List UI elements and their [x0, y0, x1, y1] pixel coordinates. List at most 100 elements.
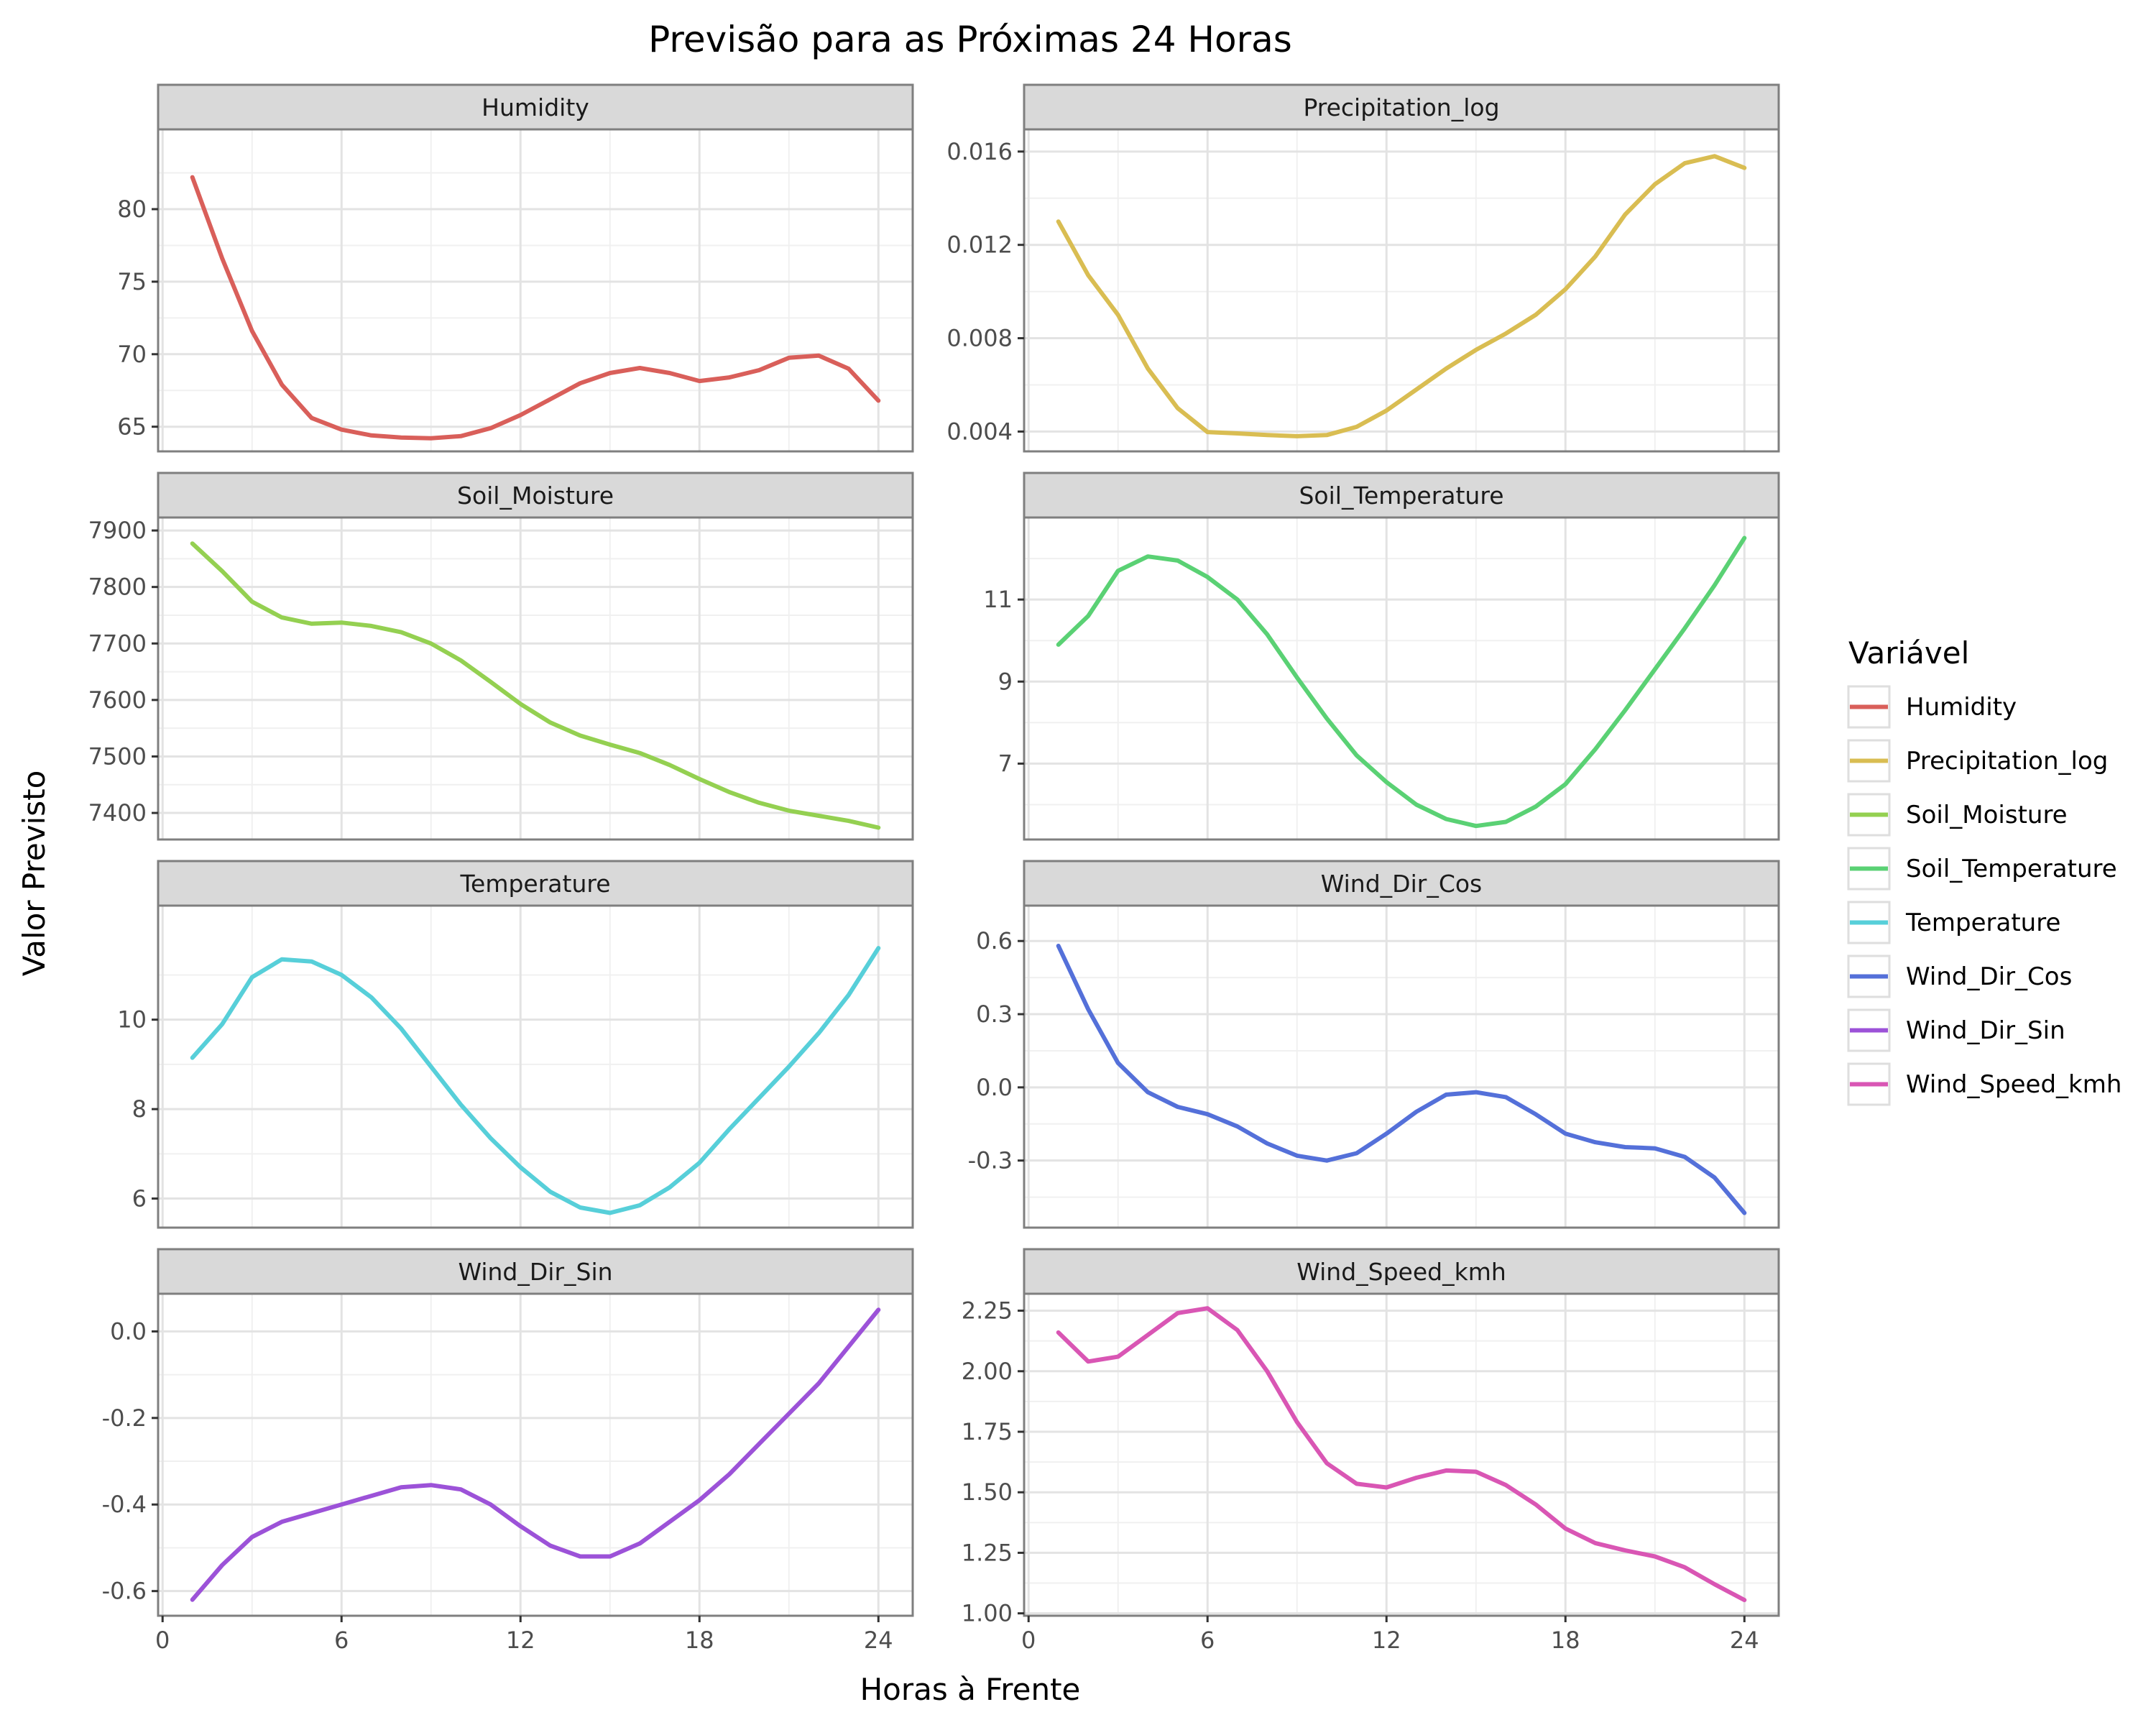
y-tick-label: 80: [117, 196, 147, 223]
x-tick-label: 0: [155, 1627, 170, 1654]
plot-area-soil-temperature: [1024, 518, 1779, 840]
panel-temperature: Temperature 6 8 10: [117, 860, 914, 1229]
y-tick-label: 0.004: [946, 418, 1013, 445]
legend-item-wind-dir-cos: Wind_Dir_Cos: [1847, 954, 2072, 998]
legend-item-humidity: Humidity: [1847, 685, 2017, 729]
legend-label-wind-dir-sin: Wind_Dir_Sin: [1906, 1016, 2065, 1045]
y-tick-label: 7400: [88, 799, 147, 827]
chart-title: Previsão para as Próximas 24 Horas: [648, 19, 1292, 60]
plot-area-humidity: [158, 129, 913, 451]
plot-area-wind-speed-kmh: [1024, 1294, 1779, 1616]
legend-label-wind-speed-kmh: Wind_Speed_kmh: [1906, 1070, 2122, 1099]
panel-border-wind-dir-cos: [1023, 904, 1780, 1229]
y-tick-label: -0.3: [968, 1147, 1013, 1174]
y-tick-label: 2.25: [962, 1297, 1013, 1325]
y-tick-label: -0.2: [102, 1404, 147, 1432]
series-line-soil-temperature: [1056, 535, 1747, 829]
panel-border-wind-dir-sin: [157, 1292, 914, 1617]
legend-item-temperature: Temperature: [1847, 901, 2060, 944]
legend-label-wind-dir-cos: Wind_Dir_Cos: [1906, 962, 2072, 991]
y-tick-label: 8: [132, 1095, 147, 1123]
legend-title: Variável: [1848, 635, 1969, 671]
y-tick-label: 2.00: [962, 1358, 1013, 1385]
series-line-wind-dir-cos: [1056, 944, 1747, 1215]
strip-label-wind-dir-sin: Wind_Dir_Sin: [458, 1258, 612, 1286]
legend-label-temperature: Temperature: [1905, 908, 2060, 937]
y-tick-label: 9: [998, 668, 1013, 695]
x-tick-label: 18: [685, 1627, 714, 1654]
strip-label-wind-dir-cos: Wind_Dir_Cos: [1321, 870, 1483, 898]
y-tick-label: 0.016: [946, 138, 1013, 165]
y-tick-label: 70: [117, 341, 147, 368]
strip-soil-moisture: [157, 472, 914, 519]
y-tick-label: 1.25: [962, 1539, 1013, 1566]
strip-wind-dir-cos: [1023, 860, 1780, 907]
y-tick-label: 6: [132, 1185, 147, 1213]
strip-soil-temperature: [1023, 472, 1780, 519]
series-line-soil-moisture: [190, 541, 881, 830]
x-axis-title: Horas à Frente: [860, 1672, 1081, 1707]
strip-label-soil-moisture: Soil_Moisture: [457, 482, 614, 510]
legend-label-humidity: Humidity: [1906, 693, 2017, 722]
panel-wind-speed-kmh: Wind_Speed_kmh 1.00 1.25 1.50 1.75 2.00 2.25 0 6…: [962, 1248, 1780, 1654]
y-tick-label: 0.3: [976, 1000, 1013, 1028]
y-tick-label: 75: [117, 268, 147, 295]
strip-wind-speed-kmh: [1023, 1248, 1780, 1295]
x-tick-label: 0: [1021, 1627, 1036, 1654]
y-tick-label: 7700: [88, 630, 147, 657]
panel-soil-moisture: Soil_Moisture 7400 7500 7600 7700 7800 7900: [88, 472, 914, 841]
y-axis-title: Valor Previsto: [17, 770, 52, 977]
grid-humidity: [158, 129, 913, 451]
grid-precipitation-log: [1024, 129, 1779, 451]
plot-area-wind-dir-cos: [1024, 906, 1779, 1228]
legend: Variável Humidity Precipitation_log Soil_M…: [1847, 635, 2122, 1106]
x-tick-label: 24: [864, 1627, 893, 1654]
strip-wind-dir-sin: [157, 1248, 914, 1295]
strip-precipitation-log: [1023, 83, 1780, 131]
strip-label-temperature: Temperature: [459, 870, 610, 898]
y-tick-label: 65: [117, 413, 147, 441]
panel-border-wind-speed-kmh: [1023, 1292, 1780, 1617]
panel-wind-dir-sin: Wind_Dir_Sin -0.6 -0.4 -0.2 0.0 0 6 12 18 24: [102, 1248, 914, 1654]
y-tick-label: 0.012: [946, 231, 1013, 259]
panel-wind-dir-cos: Wind_Dir_Cos -0.3 0.0 0.3 0.6: [968, 860, 1780, 1229]
legend-item-wind-dir-sin: Wind_Dir_Sin: [1847, 1008, 2065, 1052]
legend-item-wind-speed-kmh: Wind_Speed_kmh: [1847, 1062, 2122, 1106]
y-tick-label: 7: [998, 750, 1013, 777]
x-tick-label: 24: [1730, 1627, 1759, 1654]
y-tick-label: 0.008: [946, 325, 1013, 352]
strip-label-soil-temperature: Soil_Temperature: [1299, 482, 1503, 510]
x-tick-label: 6: [1200, 1627, 1215, 1654]
series-line-temperature: [190, 946, 881, 1215]
grid-wind-dir-cos: [1024, 906, 1779, 1228]
legend-label-soil-moisture: Soil_Moisture: [1906, 801, 2068, 829]
y-tick-label: 1.50: [962, 1478, 1013, 1506]
x-tick-label: 18: [1551, 1627, 1580, 1654]
y-tick-label: 0.0: [976, 1074, 1013, 1101]
strip-humidity: [157, 83, 914, 131]
legend-label-precipitation-log: Precipitation_log: [1906, 747, 2108, 776]
strip-label-precipitation-log: Precipitation_log: [1303, 93, 1499, 121]
y-tick-label: 0.0: [110, 1317, 147, 1345]
x-tick-label: 6: [334, 1627, 349, 1654]
panel-humidity: Humidity 65 70 75 80: [117, 83, 914, 453]
legend-item-precipitation-log: Precipitation_log: [1847, 739, 2108, 783]
panel-border-soil-temperature: [1023, 516, 1780, 841]
series-line-humidity: [190, 175, 881, 441]
grid-wind-dir-sin: [158, 1294, 913, 1616]
panel-soil-temperature: Soil_Temperature 7 9 11: [983, 472, 1780, 841]
panel-border-soil-moisture: [157, 516, 914, 841]
grid-soil-moisture: [158, 518, 913, 840]
y-tick-label: 7500: [88, 742, 147, 770]
grid-temperature: [158, 906, 913, 1228]
y-tick-label: 0.6: [976, 927, 1013, 954]
panel-precipitation-log: Precipitation_log 0.004 0.008 0.012 0.016: [946, 83, 1780, 453]
strip-label-wind-speed-kmh: Wind_Speed_kmh: [1296, 1258, 1506, 1286]
y-tick-label: 10: [117, 1006, 147, 1034]
y-tick-label: 1.00: [962, 1600, 1013, 1627]
grid-wind-speed-kmh: [1024, 1294, 1779, 1616]
legend-item-soil-temperature: Soil_Temperature: [1847, 847, 2117, 891]
legend-item-soil-moisture: Soil_Moisture: [1847, 793, 2068, 837]
plot-area-wind-dir-sin: [158, 1294, 913, 1616]
